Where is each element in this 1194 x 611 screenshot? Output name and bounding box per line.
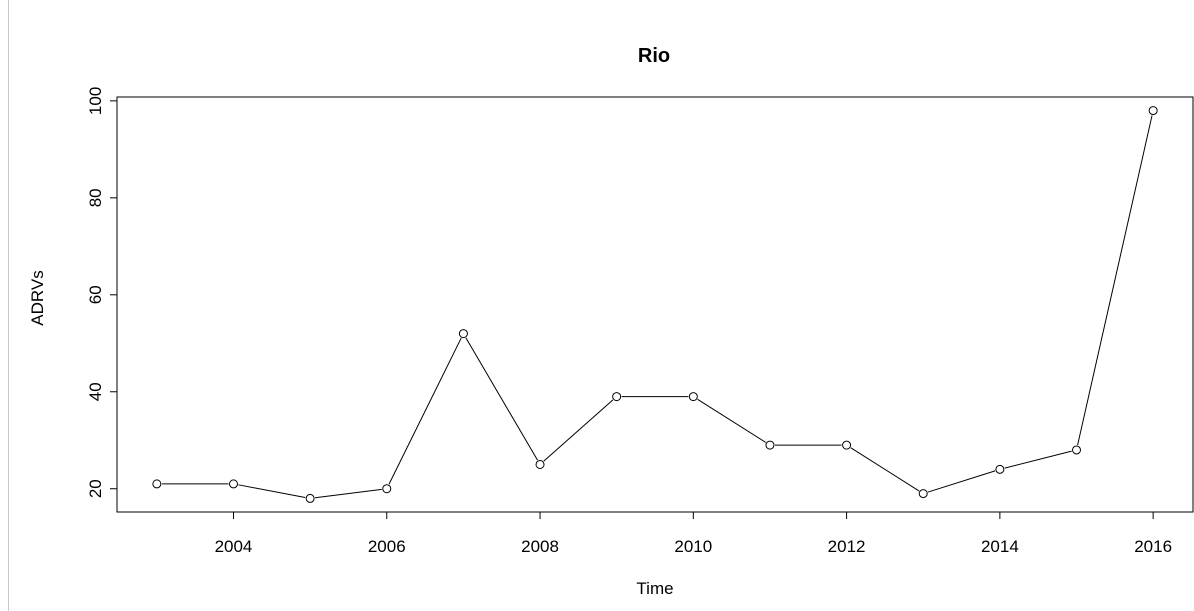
x-tick-label: 2016 — [1134, 537, 1172, 556]
data-point — [688, 392, 698, 402]
chart-title: Rio — [638, 45, 670, 67]
x-tick-label: 2008 — [521, 537, 559, 556]
y-tick-label: 40 — [86, 382, 105, 401]
y-tick-label: 60 — [86, 285, 105, 304]
plot-frame — [116, 96, 1194, 513]
data-point — [842, 440, 852, 450]
x-tick-label: 2006 — [368, 537, 406, 556]
x-axis: 2004 2006 2008 2010 2012 2014 2016 — [215, 511, 1172, 556]
data-point — [765, 440, 775, 450]
series-group — [152, 106, 1158, 503]
series-line-segment — [315, 488, 382, 499]
data-point — [228, 479, 238, 489]
x-tick-label: 2004 — [215, 537, 253, 556]
x-tick-label: 2010 — [674, 537, 712, 556]
series-line-segment — [1004, 450, 1072, 469]
y-axis-title: ADRVs — [28, 270, 47, 325]
x-tick-label: 2012 — [828, 537, 866, 556]
series-line-segment — [465, 337, 538, 461]
series-line-segment — [1077, 115, 1153, 446]
series-line-segment — [238, 484, 306, 498]
data-point — [382, 484, 392, 494]
data-point — [1148, 106, 1158, 116]
y-tick-label: 100 — [86, 87, 105, 115]
data-point — [458, 329, 468, 339]
data-point — [152, 479, 162, 489]
series-line-segment — [388, 337, 462, 485]
data-point — [1072, 445, 1082, 455]
data-point — [995, 464, 1005, 474]
y-tick-label: 80 — [86, 188, 105, 207]
series-line-segment — [850, 447, 920, 492]
series-line-segment — [543, 399, 614, 462]
y-tick-label: 20 — [86, 479, 105, 498]
data-point — [305, 493, 315, 503]
series-line-segment — [697, 398, 766, 443]
y-axis: 20 40 60 80 100 — [86, 87, 118, 498]
data-point — [535, 459, 545, 469]
data-point — [612, 392, 622, 402]
series-line-segment — [927, 470, 996, 493]
x-axis-title: Time — [636, 579, 673, 598]
data-point — [918, 489, 928, 499]
x-tick-label: 2014 — [981, 537, 1019, 556]
window-edge-divider — [8, 0, 9, 611]
